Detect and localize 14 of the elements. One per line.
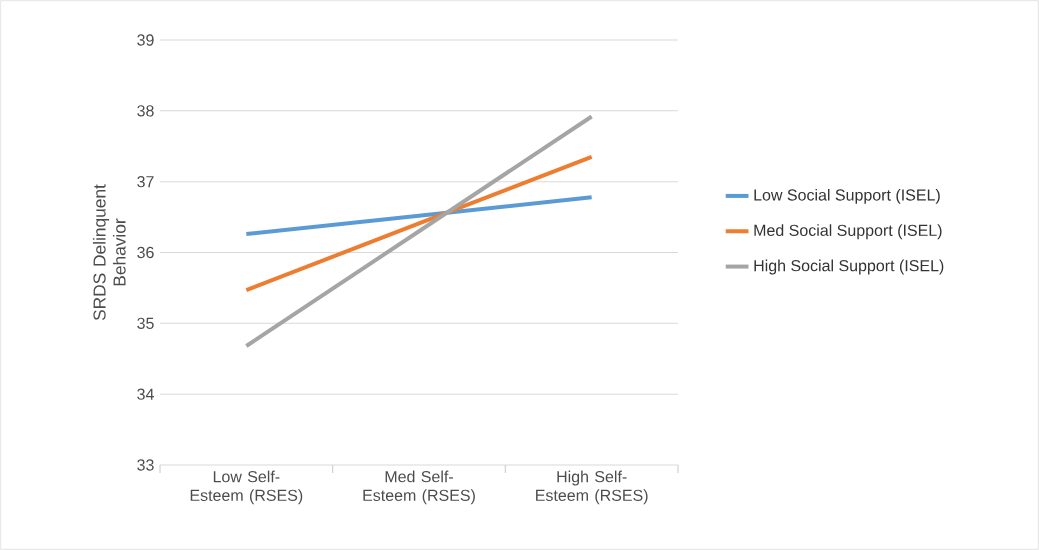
y-tick-label: 37 [137,176,154,188]
y-axis-title: SRDS Delinquent Behavior [92,184,126,321]
x-tick-label: Med Self-Esteem (RSES) [363,470,475,505]
y-tick-label: 36 [137,246,154,259]
legend-label: Med Social Support (ISEL) [754,224,942,240]
y-tick-label: 33 [137,459,154,471]
y-tick-label: 35 [137,317,154,329]
legend-label: Low Social Support (ISEL) [754,188,940,204]
x-tick-label: Low Self-Esteem (RSES) [190,470,303,505]
y-tick-label: 34 [137,388,154,400]
x-tick-label: High Self-Esteem (RSES) [536,470,648,505]
legend-label: High Social Support (ISEL) [754,259,944,275]
y-tick-label: 39 [137,34,154,46]
y-tick-label: 38 [137,105,154,117]
